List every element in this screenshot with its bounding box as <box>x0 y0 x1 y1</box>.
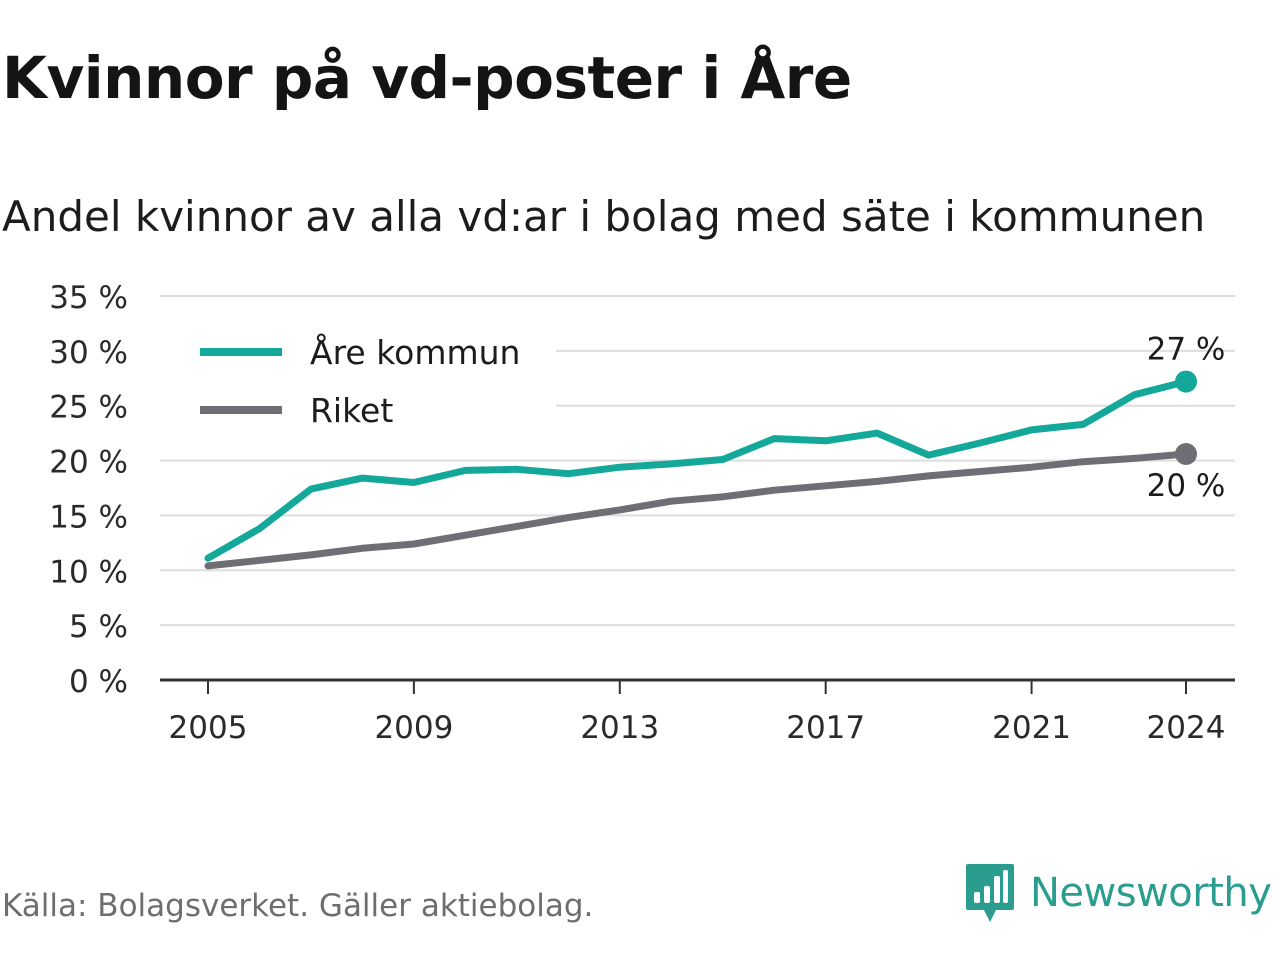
series-lines <box>204 370 1197 570</box>
x-tick-label: 2013 <box>580 710 659 746</box>
source-note: Källa: Bolagsverket. Gäller aktiebolag. <box>2 888 594 924</box>
y-tick-label: 0 % <box>69 664 128 700</box>
y-tick-label: 30 % <box>49 335 128 371</box>
series-endpoint-riket <box>1175 442 1197 465</box>
axes: 0 % 5 % 10 % 15 % 20 % 25 % 30 % 35 % 2005 2009 20… <box>49 280 1235 746</box>
brand-name: Newsworthy <box>1030 870 1272 916</box>
legend: Åre kommun Riket <box>160 322 556 440</box>
x-tick-label: 2021 <box>992 710 1071 746</box>
x-tick-label: 2017 <box>786 710 865 746</box>
end-labels: 27 % 20 % <box>1147 332 1226 504</box>
y-tick-label: 35 % <box>49 280 128 316</box>
chart-subtitle: Andel kvinnor av alla vd:ar i bolag med … <box>2 192 1206 241</box>
series-endpoint-are <box>1175 370 1197 393</box>
legend-background <box>160 322 556 440</box>
end-label-riket: 20 % <box>1147 468 1226 504</box>
y-tick-label: 15 % <box>49 499 128 535</box>
legend-label-riket: Riket <box>310 391 393 430</box>
end-label-are: 27 % <box>1147 332 1226 368</box>
chart-title: Kvinnor på vd-poster i Åre <box>2 44 852 112</box>
y-tick-label: 10 % <box>49 554 128 590</box>
series-line-riket <box>204 450 1190 570</box>
y-tick-label: 25 % <box>49 390 128 426</box>
legend-label-are: Åre kommun <box>310 332 520 372</box>
y-tick-label: 5 % <box>69 609 128 645</box>
brand-logo: Newsworthy <box>964 862 1272 924</box>
series-line-are <box>204 378 1190 562</box>
x-tick-label: 2009 <box>374 710 453 746</box>
newsworthy-logo-icon <box>966 864 1014 922</box>
x-tick-label: 2024 <box>1147 710 1226 746</box>
y-tick-label: 20 % <box>49 445 128 481</box>
x-tick-label: 2005 <box>169 710 248 746</box>
